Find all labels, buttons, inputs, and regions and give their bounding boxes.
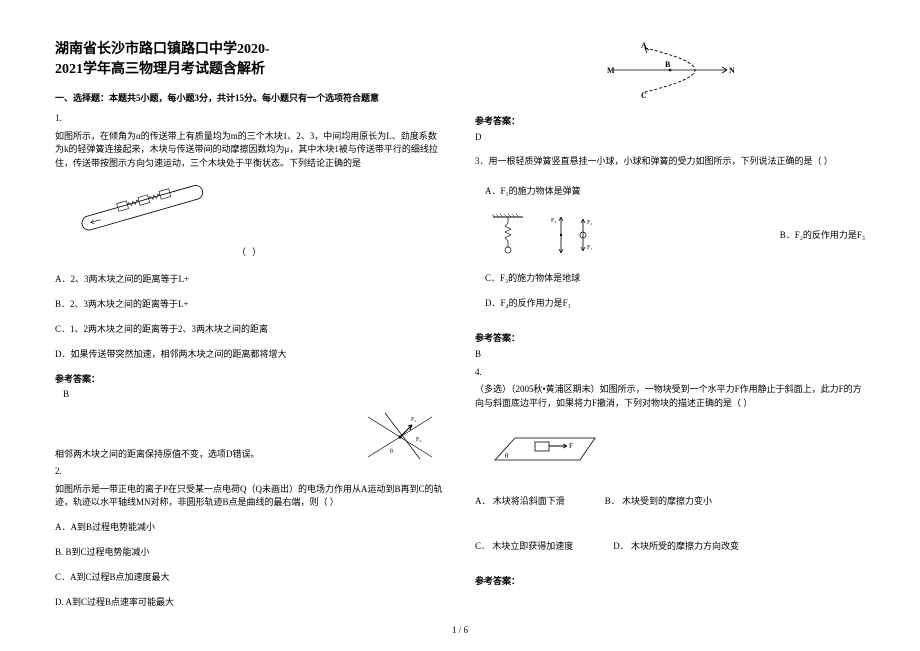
q2-optB: B. B到C过程电势能减小 <box>55 545 445 558</box>
q1-figure <box>75 178 445 235</box>
q3-ans-label: 参考答案： <box>475 331 865 344</box>
svg-text:θ: θ <box>505 452 509 460</box>
svg-text:C: C <box>641 91 647 100</box>
q2-optA: A．A到B过程电势能减小 <box>55 520 445 533</box>
q1-optC: C．1、2两木块之间的距离等于2、3两木块之间的距离 <box>55 322 445 335</box>
q2-figure: M N B A C <box>475 40 865 102</box>
right-column: M N B A C 参考答案： D 3．用一根轻质弹簧竖直悬挂一小球，小球和弹簧… <box>475 40 865 600</box>
q2-body: 如图所示是一带正电的离子P在只受某一点电荷Q（Q未画出）的电场力作用从A运动到B… <box>55 483 445 510</box>
q1-optB: B．2、3两木块之间的距离等于L+ <box>55 297 445 310</box>
q4-opts-row1: A． 木块将沿斜面下滑 B． 木块受到的摩擦力变小 <box>475 488 865 513</box>
q3-optB: B．F₂的反作用力是F₃ <box>605 228 865 241</box>
q4-num: 4. <box>475 366 865 380</box>
svg-text:F₂: F₂ <box>416 437 421 443</box>
q2-optC: C．A到C过程B点加速度最大 <box>55 570 445 583</box>
title-line1: 湖南省长沙市路口镇路口中学2020- <box>55 42 270 57</box>
svg-text:F₁: F₁ <box>587 245 592 251</box>
q3-numbody: 3．用一根轻质弹簧竖直悬挂一小球，小球和弹簧的受力如图所示，下列说法正确的是（ … <box>475 155 865 169</box>
svg-text:F₁: F₁ <box>411 417 416 423</box>
q4-optB: B． 木块受到的摩擦力变小 <box>605 494 712 507</box>
svg-text:B: B <box>665 60 671 69</box>
q3-body: 用一根轻质弹簧竖直悬挂一小球，小球和弹簧的受力如图所示，下列说法正确的是（ ） <box>489 156 833 166</box>
q3-ans: B <box>475 348 865 362</box>
q2-figure-inline: F₁ F₂ θ <box>360 405 445 465</box>
svg-text:F₂: F₂ <box>587 220 592 226</box>
q1-ans: B <box>63 389 445 399</box>
q1-optD: D．如果传送带突然加速，相邻两木块之间的距离都将增大 <box>55 347 445 360</box>
exam-title: 湖南省长沙市路口镇路口中学2020- 2021学年高三物理月考试题含解析 <box>55 40 445 79</box>
q1-paren: （ ） <box>55 245 445 258</box>
q3-optA: A．F₁的施力物体是弹簧 <box>485 184 865 197</box>
q1-note: 相邻两木块之间的距离保持原值不变，选项D错误。 <box>55 448 354 462</box>
q1-optA: A．2、3两木块之间的距离等于L+ <box>55 272 445 285</box>
q4-ans-label: 参考答案： <box>475 574 865 587</box>
q3-optD: D．F₄的反作用力是F₁ <box>485 296 865 309</box>
q1-ans-label: 参考答案： <box>55 372 445 385</box>
q1-body: 如图所示，在倾角为α的传送带上有质量均为m的三个木块1、2、3，中间均用原长为L… <box>55 130 445 171</box>
title-line2: 2021学年高三物理月考试题含解析 <box>55 62 265 77</box>
svg-text:N: N <box>729 66 735 75</box>
q4-body: （多选）（2005秋•黄浦区期末）如图所示，一物块受到一个水平力F作用静止于斜面… <box>475 383 865 410</box>
q3-num: 3． <box>475 156 489 166</box>
q4-figure: F θ <box>485 418 865 470</box>
q4-optD: D． 木块所受的摩擦力方向改变 <box>613 539 739 552</box>
page-footer: 1 / 6 <box>0 625 920 635</box>
q1-num: 1. <box>55 112 445 126</box>
q4-optA: A． 木块将沿斜面下滑 <box>475 494 565 507</box>
q4-opts-row2: C． 木块立即获得加速度 D． 木块所受的摩擦力方向改变 <box>475 533 865 558</box>
left-column: 湖南省长沙市路口镇路口中学2020- 2021学年高三物理月考试题含解析 一、选… <box>55 40 445 600</box>
svg-text:F₄: F₄ <box>551 218 556 224</box>
q3-optC: C．F₃的施力物体是地球 <box>485 271 865 284</box>
q3-figure-row: F₄ F₂ F₁ B．F₂的反作用力是F₃ <box>485 209 865 259</box>
section-1-heading: 一、选择题：本题共5小题，每小题3分，共计15分。每小题只有一个选项符合题意 <box>55 91 445 104</box>
q2-optD: D. A到C过程B点速率可能最大 <box>55 595 445 608</box>
page-columns: 湖南省长沙市路口镇路口中学2020- 2021学年高三物理月考试题含解析 一、选… <box>55 40 865 600</box>
svg-text:θ: θ <box>390 449 393 455</box>
q4-optC: C． 木块立即获得加速度 <box>475 539 573 552</box>
svg-text:M: M <box>607 66 615 75</box>
q2-num: 2. <box>55 465 445 479</box>
svg-text:F: F <box>569 442 573 450</box>
q2-ans-label: 参考答案： <box>475 114 865 127</box>
q2-ans: D <box>475 131 865 145</box>
svg-text:A: A <box>641 41 647 50</box>
q3-figure: F₄ F₂ F₁ <box>485 209 595 259</box>
